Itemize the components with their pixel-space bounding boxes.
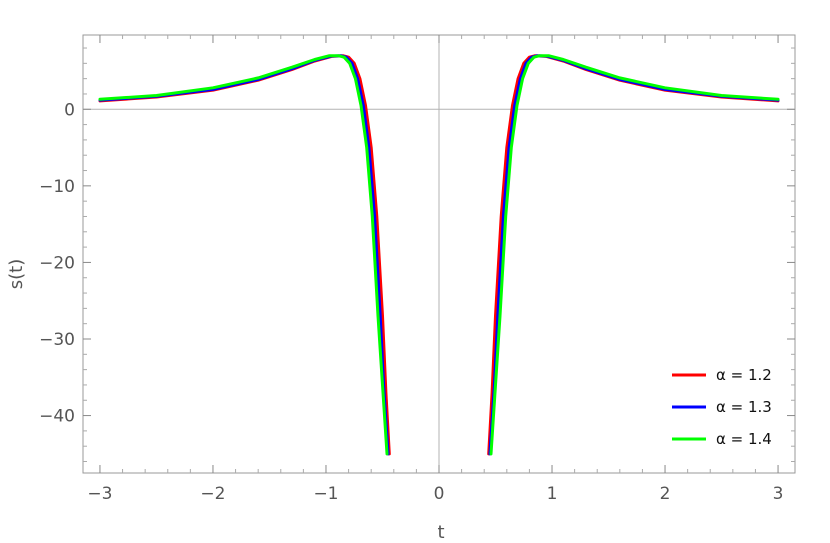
series-line-2-right (488, 54, 780, 456)
x-tick-label: −1 (313, 484, 338, 504)
series-line-3-right (489, 54, 780, 456)
series-line-1-right (487, 54, 780, 456)
y-tick-label: 0 (64, 100, 75, 120)
y-tick-label: −30 (39, 330, 75, 350)
x-tick-label: −2 (200, 484, 225, 504)
zero-lines (83, 35, 795, 473)
legend: α = 1.2 α = 1.3 α = 1.4 (672, 366, 772, 448)
series-line-2-left (98, 54, 390, 456)
legend-label: α = 1.3 (716, 398, 772, 416)
y-tick-label: −20 (39, 253, 75, 273)
axis-ticks: −3 −2 −1 0 1 2 30−10−20−30−40 (39, 35, 795, 504)
x-tick-label: −3 (87, 484, 112, 504)
series-lines (98, 54, 780, 456)
series-line-1-left (98, 54, 391, 456)
legend-label: α = 1.4 (716, 430, 772, 448)
x-axis-label: t (437, 522, 444, 543)
y-axis-label: s(t) (6, 259, 27, 289)
y-tick-label: −40 (39, 407, 75, 427)
x-tick-label: 3 (773, 484, 784, 504)
series-line-3-left (98, 54, 389, 456)
y-tick-label: −10 (39, 177, 75, 197)
x-tick-label: 1 (547, 484, 558, 504)
x-tick-label: 2 (660, 484, 671, 504)
legend-label: α = 1.2 (716, 366, 772, 384)
x-tick-label: 0 (434, 484, 445, 504)
